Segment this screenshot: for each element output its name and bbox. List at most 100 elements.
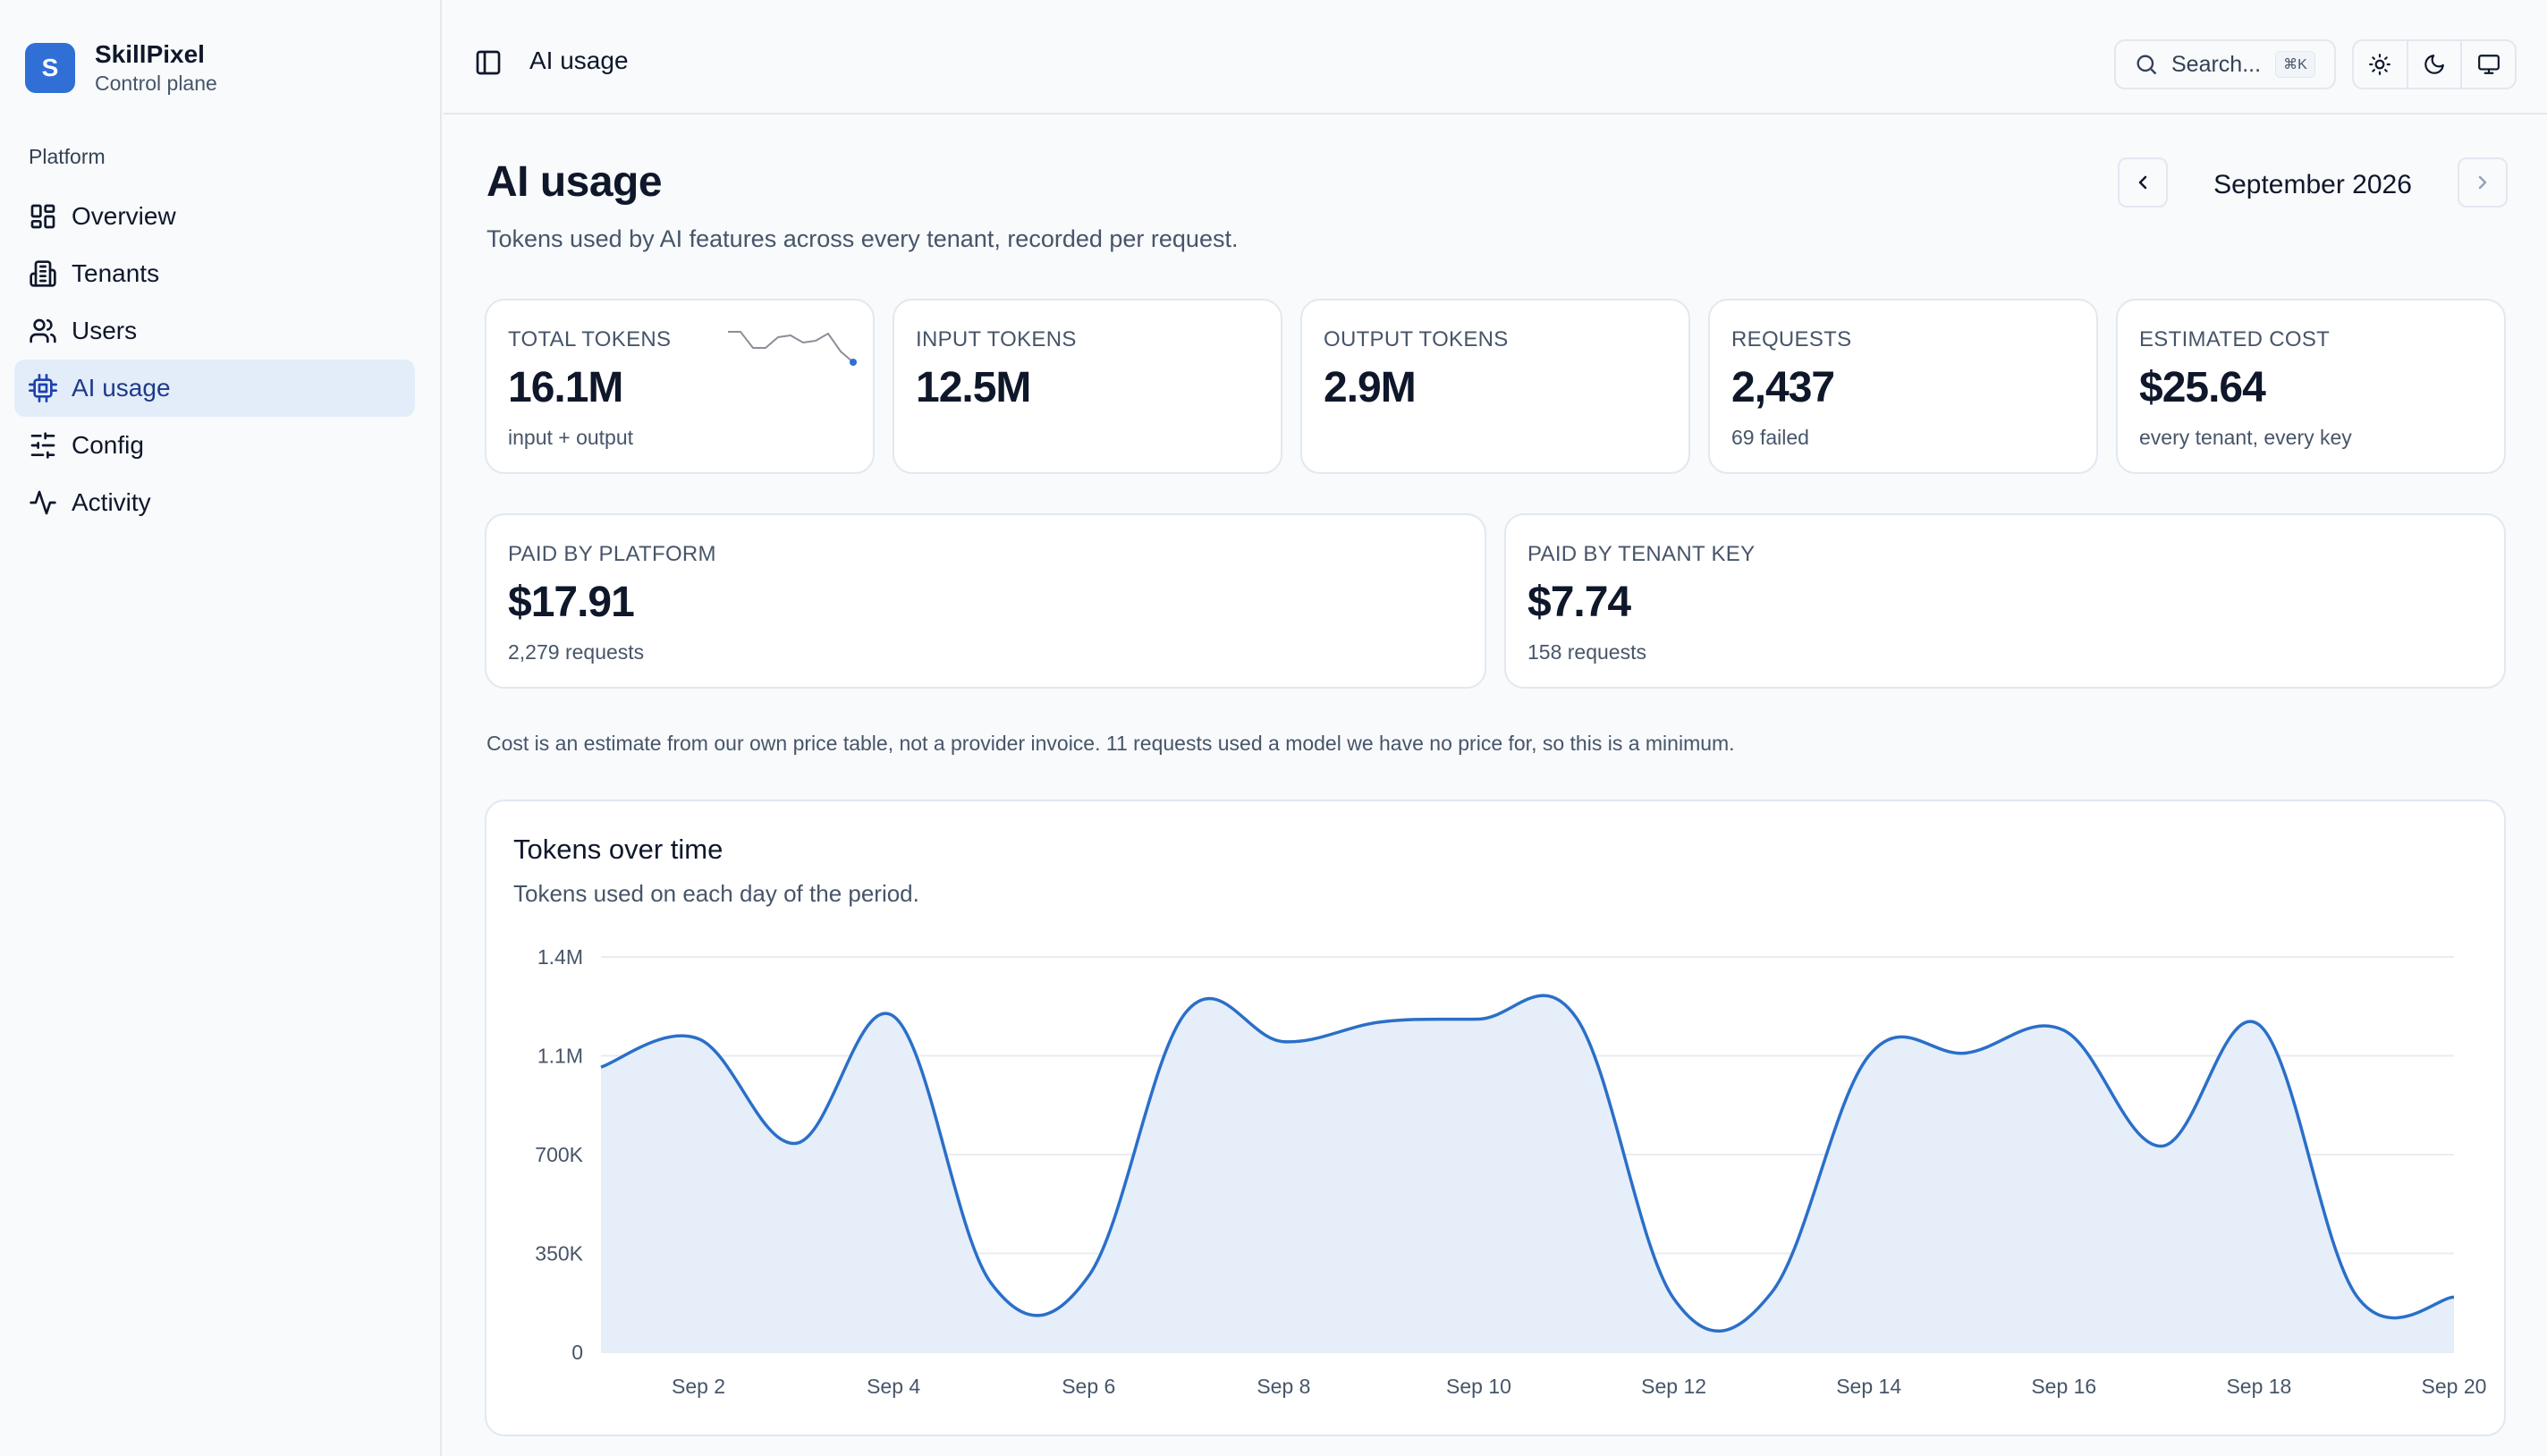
data-point[interactable] <box>2250 1016 2268 1034</box>
previous-month-button[interactable] <box>2118 157 2168 207</box>
stat-card-input-tokens: INPUT TOKENS 12.5M <box>893 299 1282 474</box>
sidebar-item-tenants[interactable]: Tenants <box>14 245 415 302</box>
stat-value: 12.5M <box>916 364 1031 411</box>
users-icon <box>30 318 56 343</box>
stat-value: 2,437 <box>1731 364 1835 411</box>
dashboard-icon <box>30 204 55 229</box>
data-point[interactable] <box>1469 1010 1487 1028</box>
monitor-icon <box>2477 55 2500 74</box>
activity-icon <box>30 490 56 515</box>
sidebar-item-config[interactable]: Config <box>14 417 415 474</box>
x-tick-label: Sep 8 <box>1257 1375 1310 1398</box>
stat-value: 16.1M <box>508 364 623 411</box>
sidebar-nav: Overview Tenants Users AI usage Config A… <box>14 188 415 531</box>
theme-system-button[interactable] <box>2462 41 2515 88</box>
sun-icon <box>2369 54 2391 75</box>
x-tick-label: Sep 6 <box>1062 1375 1115 1398</box>
stat-value: $7.74 <box>1527 579 1631 626</box>
data-point[interactable] <box>2445 1288 2463 1306</box>
sidebar-toggle-icon <box>476 50 501 75</box>
x-tick-label: Sep 20 <box>2422 1375 2487 1398</box>
y-tick-label: 1.1M <box>537 1045 583 1068</box>
month-navigator: September 2026 <box>2118 157 2508 207</box>
x-tick-label: Sep 14 <box>1836 1375 1901 1398</box>
data-point[interactable] <box>2055 1021 2073 1039</box>
sidebar-section-label: Platform <box>29 145 106 168</box>
stat-label: OUTPUT TOKENS <box>1324 327 1509 351</box>
sidebar-item-activity[interactable]: Activity <box>14 474 415 531</box>
next-month-button[interactable] <box>2458 157 2508 207</box>
building-icon <box>30 260 56 287</box>
stat-foot: input + output <box>508 426 634 449</box>
theme-dark-button[interactable] <box>2408 41 2463 88</box>
sidebar: S SkillPixel Control plane Platform Over… <box>0 0 442 1456</box>
theme-switcher <box>2352 39 2517 89</box>
stat-label: ESTIMATED COST <box>2139 327 2331 351</box>
chevron-left-icon <box>2138 175 2147 190</box>
stat-value: $17.91 <box>508 579 635 626</box>
stat-label: PAID BY PLATFORM <box>508 542 716 566</box>
sidebar-item-overview[interactable]: Overview <box>14 188 415 245</box>
stat-foot: 2,279 requests <box>508 640 645 664</box>
x-tick-label: Sep 2 <box>672 1375 725 1398</box>
sidebar-item-users[interactable]: Users <box>14 302 415 360</box>
data-point[interactable] <box>690 1030 707 1048</box>
data-point[interactable] <box>1958 1044 1976 1062</box>
x-tick-label: Sep 4 <box>867 1375 920 1398</box>
theme-light-button[interactable] <box>2354 41 2408 88</box>
search-icon <box>2137 55 2157 75</box>
sidebar-item-label: Users <box>72 317 138 344</box>
stat-card-estimated-cost: ESTIMATED COST $25.64 every tenant, ever… <box>2116 299 2506 474</box>
search-placeholder: Search... <box>2171 51 2262 77</box>
stat-foot: 69 failed <box>1731 426 1809 449</box>
chart-subtitle: Tokens used on each day of the period. <box>513 880 919 907</box>
search-input[interactable]: Search... ⌘K <box>2114 39 2336 89</box>
sidebar-item-label: Activity <box>72 488 151 516</box>
data-point[interactable] <box>2348 1287 2365 1305</box>
y-tick-label: 700K <box>535 1143 583 1166</box>
sidebar-item-label: Config <box>72 431 144 459</box>
stat-label: INPUT TOKENS <box>916 327 1077 351</box>
y-tick-label: 1.4M <box>537 945 583 969</box>
data-point[interactable] <box>1079 1267 1097 1285</box>
data-point[interactable] <box>1763 1284 1781 1302</box>
data-point[interactable] <box>1372 1013 1390 1031</box>
sparkline <box>728 331 857 366</box>
data-point[interactable] <box>1860 1047 1878 1065</box>
data-point[interactable] <box>1274 1033 1292 1051</box>
y-tick-label: 350K <box>535 1242 583 1266</box>
stat-label: REQUESTS <box>1731 327 1852 351</box>
search-shortcut: ⌘K <box>2275 51 2315 78</box>
data-point[interactable] <box>787 1134 805 1152</box>
sidebar-item-ai-usage[interactable]: AI usage <box>14 360 415 417</box>
x-tick-label: Sep 10 <box>1446 1375 1511 1398</box>
data-point[interactable] <box>1568 1009 1586 1027</box>
data-point[interactable] <box>1665 1290 1683 1308</box>
chip-icon <box>29 374 57 402</box>
page-title: AI usage <box>487 158 663 206</box>
data-point[interactable] <box>982 1274 1000 1292</box>
y-tick-label: 0 <box>571 1341 583 1364</box>
brand[interactable]: S SkillPixel Control plane <box>25 39 217 97</box>
sidebar-item-label: Overview <box>72 202 176 230</box>
area-fill <box>601 995 2454 1352</box>
paid-by-platform-card: PAID BY PLATFORM $17.91 2,279 requests <box>485 513 1486 689</box>
stat-foot: every tenant, every key <box>2139 426 2352 449</box>
stat-label: PAID BY TENANT KEY <box>1527 542 1756 566</box>
data-point[interactable] <box>592 1058 610 1076</box>
data-point[interactable] <box>884 1007 902 1025</box>
stat-value: 2.9M <box>1324 364 1417 411</box>
stat-value: $25.64 <box>2139 364 2266 411</box>
x-tick-label: Sep 18 <box>2226 1375 2291 1398</box>
series-line <box>600 994 2455 1333</box>
data-point[interactable] <box>2153 1138 2170 1155</box>
topbar-title: AI usage <box>529 47 629 74</box>
tokens-chart: 0 350K 700K 1.1M 1.4M Sep 2 Sep 4 Sep 6 Sep 8 Sep… <box>535 945 2487 1398</box>
stat-card-requests: REQUESTS 2,437 69 failed <box>1708 299 2098 474</box>
sliders-icon <box>30 432 55 459</box>
sidebar-toggle-button[interactable] <box>474 48 503 77</box>
data-point[interactable] <box>1177 1003 1195 1021</box>
sparkline-endpoint <box>850 359 857 366</box>
paid-by-tenant-key-card: PAID BY TENANT KEY $7.74 158 requests <box>1504 513 2506 689</box>
chevron-right-icon <box>2478 175 2487 190</box>
